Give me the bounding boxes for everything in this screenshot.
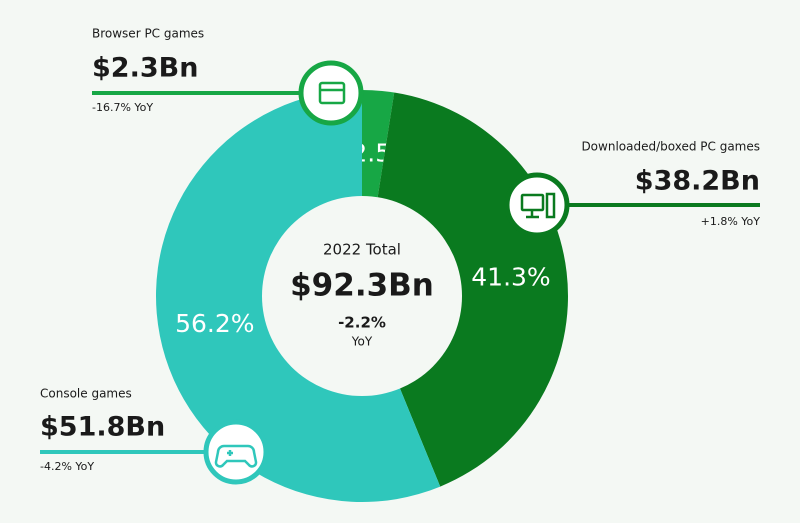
category-label: Downloaded/boxed PC games	[581, 140, 760, 154]
icon-badge	[504, 172, 570, 238]
category-label: Browser PC games	[92, 27, 204, 41]
slice-label: 56.2%	[175, 309, 254, 338]
icon-badge	[203, 419, 269, 485]
yoy-label: -16.7% YoY	[92, 101, 153, 114]
amount-label: $2.3Bn	[92, 53, 198, 84]
amount-label: $38.2Bn	[635, 166, 760, 197]
center-yoy-unit: YoY	[351, 335, 373, 349]
center-title: 2022 Total	[323, 241, 401, 259]
pc-icon	[520, 192, 556, 219]
center-total: $92.3Bn	[290, 268, 434, 304]
donut-hole	[262, 196, 462, 396]
yoy-label: +1.8% YoY	[701, 215, 761, 228]
icon-badge	[298, 60, 364, 126]
gamepad-icon	[214, 444, 258, 468]
yoy-label: -4.2% YoY	[40, 460, 94, 473]
category-label: Console games	[40, 387, 132, 401]
center-yoy: -2.2%	[338, 314, 386, 332]
amount-label: $51.8Bn	[40, 412, 165, 443]
browser-icon	[318, 81, 346, 105]
slice-label: 41.3%	[471, 263, 550, 292]
